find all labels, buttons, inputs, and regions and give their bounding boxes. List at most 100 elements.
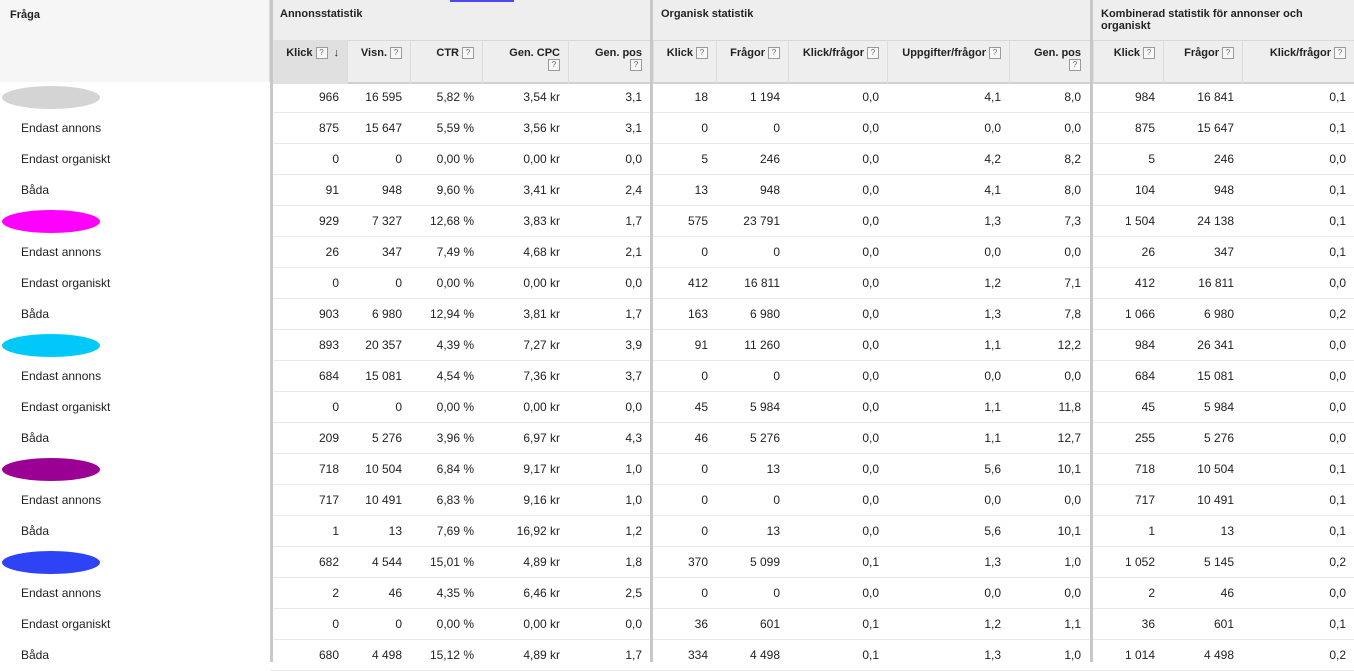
segment-row[interactable]: Båda 1 13 7,69 % 16,92 kr 1,2 0 13 0,0 5,6 10,1 1 13… <box>0 516 1354 547</box>
table-cell: 0,0 <box>1064 586 1081 600</box>
segment-row[interactable]: Endast organiskt 0 0 0,00 % 0,00 kr 0,0 5 246 0,… <box>0 144 1354 175</box>
table-cell: 1,1 <box>1064 617 1081 631</box>
query-row[interactable]: 929 7 327 12,68 % 3,83 kr 1,7 575 23 791 0,0 1,3… <box>0 206 1354 237</box>
table-cell: 6,84 % <box>436 462 474 476</box>
segment-label: Endast annons <box>0 113 270 144</box>
segment-row[interactable]: Endast annons 875 15 647 5,59 % 3,56 kr 3,1 0 0… <box>0 113 1354 144</box>
query-row[interactable]: 682 4 544 15,01 % 4,89 kr 1,8 370 5 099 0,1 1,3 1… <box>0 547 1354 578</box>
help-icon[interactable]: ? <box>696 47 708 60</box>
table-cell: 0,0 <box>862 152 879 166</box>
segment-row[interactable]: Endast annons 26 347 7,49 % 4,68 kr 2,1 0 0 0,0 0… <box>0 237 1354 268</box>
table-cell: 3,54 kr <box>523 90 560 104</box>
segment-label: Båda <box>0 423 270 454</box>
help-icon[interactable]: ? <box>1069 59 1081 72</box>
column-header-10[interactable]: Gen. pos? <box>1009 40 1089 84</box>
table-cell: 6 980 <box>749 307 780 321</box>
segment-row[interactable]: Endast annons 684 15 081 4,54 % 7,36 kr 3,7 0 0… <box>0 361 1354 392</box>
help-icon[interactable]: ? <box>867 47 879 60</box>
segment-row[interactable]: Båda 680 4 498 15,12 % 4,89 kr 1,7 334 4 498 0,1… <box>0 640 1354 671</box>
column-header-4[interactable]: Gen. CPC? <box>482 40 568 84</box>
column-header-7[interactable]: Frågor? <box>716 40 788 84</box>
table-cell: 0,0 <box>984 245 1001 259</box>
column-header-5[interactable]: Gen. pos? <box>568 40 650 84</box>
query-cell <box>0 330 270 361</box>
group-combined-stats: Kombinerad statistik för annonser och or… <box>1101 8 1303 32</box>
sort-desc-icon[interactable]: ↓ <box>333 47 340 59</box>
table-cell: 0,0 <box>1329 369 1346 383</box>
help-icon[interactable]: ? <box>630 59 642 72</box>
table-cell: 5 099 <box>749 555 780 569</box>
table-cell: 5 984 <box>1203 400 1234 414</box>
help-icon[interactable]: ? <box>989 47 1001 60</box>
table-cell: 0,1 <box>1329 617 1346 631</box>
column-header-9[interactable]: Uppgifter/frågor? <box>887 40 1009 84</box>
query-row[interactable]: 893 20 357 4,39 % 7,27 kr 3,9 91 11 260 0,0 1,1 1… <box>0 330 1354 361</box>
help-icon[interactable]: ? <box>1143 47 1155 60</box>
header-query[interactable]: Fråga <box>0 0 270 84</box>
table-cell: 7,36 kr <box>523 369 560 383</box>
table-cell: 15 081 <box>1197 369 1234 383</box>
table-cell: 0 <box>395 276 402 290</box>
table-cell: 0 <box>773 369 780 383</box>
table-cell: 0,0 <box>862 121 879 135</box>
segment-row[interactable]: Endast annons 2 46 4,35 % 6,46 kr 2,5 0 0 0,0 0,0… <box>0 578 1354 609</box>
segment-label: Endast annons <box>0 485 270 516</box>
column-header-1[interactable]: Klick? ↓ <box>272 40 347 84</box>
table-cell: 601 <box>1213 617 1234 631</box>
table-cell: 7,8 <box>1064 307 1081 321</box>
table-cell: 0 <box>773 121 780 135</box>
table-cell: 5,82 % <box>436 90 474 104</box>
column-header-2[interactable]: Visn.? <box>347 40 410 84</box>
table-cell: 45 <box>694 400 708 414</box>
table-cell: 255 <box>1134 431 1155 445</box>
column-header-label: Frågor <box>1184 47 1219 59</box>
table-cell: 16 595 <box>365 90 402 104</box>
table-cell: 0,0 <box>862 493 879 507</box>
redacted-query-blob <box>2 551 100 574</box>
help-icon[interactable]: ? <box>390 47 402 60</box>
table-cell: 1,3 <box>984 307 1001 321</box>
help-icon[interactable]: ? <box>315 47 328 60</box>
table-cell: 4,35 % <box>436 586 474 600</box>
help-icon[interactable]: ? <box>1334 47 1346 60</box>
help-icon[interactable]: ? <box>462 47 474 60</box>
table-cell: 5 145 <box>1203 555 1234 569</box>
redacted-query-blob <box>2 458 100 481</box>
query-cell <box>0 454 270 485</box>
segment-row[interactable]: Båda 91 948 9,60 % 3,41 kr 2,4 13 948 0,0 4,1 8,0 1… <box>0 175 1354 206</box>
table-cell: 46 <box>1220 586 1234 600</box>
table-cell: 0,0 <box>862 586 879 600</box>
table-cell: 1,7 <box>625 214 642 228</box>
column-header-8[interactable]: Klick/frågor? <box>788 40 887 84</box>
segment-row[interactable]: Endast organiskt 0 0 0,00 % 0,00 kr 0,0 36 601 0… <box>0 609 1354 640</box>
help-icon[interactable]: ? <box>548 59 560 72</box>
segment-row[interactable]: Båda 209 5 276 3,96 % 6,97 kr 4,3 46 5 276 0,0 1,… <box>0 423 1354 454</box>
table-cell: 4,39 % <box>436 338 474 352</box>
table-cell: 5,59 % <box>436 121 474 135</box>
column-header-11[interactable]: Klick? <box>1093 40 1163 84</box>
table-cell: 10 491 <box>1197 493 1234 507</box>
segment-row[interactable]: Endast organiskt 0 0 0,00 % 0,00 kr 0,0 45 5 98… <box>0 392 1354 423</box>
segment-row[interactable]: Endast organiskt 0 0 0,00 % 0,00 kr 0,0 412 16 … <box>0 268 1354 299</box>
help-icon[interactable]: ? <box>768 47 780 60</box>
help-icon[interactable]: ? <box>1222 47 1234 60</box>
column-header-12[interactable]: Frågor? <box>1163 40 1242 84</box>
table-cell: 1,0 <box>1064 555 1081 569</box>
segment-row[interactable]: Båda 903 6 980 12,94 % 3,81 kr 1,7 163 6 980 0,0… <box>0 299 1354 330</box>
table-cell: 4,2 <box>984 152 1001 166</box>
column-header-13[interactable]: Klick/frågor? <box>1242 40 1354 84</box>
column-header-6[interactable]: Klick? <box>653 40 716 84</box>
table-cell: 1,2 <box>984 617 1001 631</box>
table-cell: 10,1 <box>1057 524 1081 538</box>
table-cell: 0,1 <box>1329 183 1346 197</box>
query-row[interactable]: 966 16 595 5,82 % 3,54 kr 3,1 18 1 194 0,0 4,1 8,… <box>0 82 1354 113</box>
segment-row[interactable]: Endast annons 717 10 491 6,83 % 9,16 kr 1,0 0 0… <box>0 485 1354 516</box>
segment-label: Båda <box>0 640 270 671</box>
table-cell: 0,1 <box>862 648 879 662</box>
column-header-3[interactable]: CTR? <box>410 40 482 84</box>
table-cell: 1,2 <box>625 524 642 538</box>
table-cell: 4,1 <box>984 183 1001 197</box>
table-cell: 0,2 <box>1329 648 1346 662</box>
segment-label: Endast annons <box>0 237 270 268</box>
query-row[interactable]: 718 10 504 6,84 % 9,17 kr 1,0 0 13 0,0 5,6 10,1 71… <box>0 454 1354 485</box>
